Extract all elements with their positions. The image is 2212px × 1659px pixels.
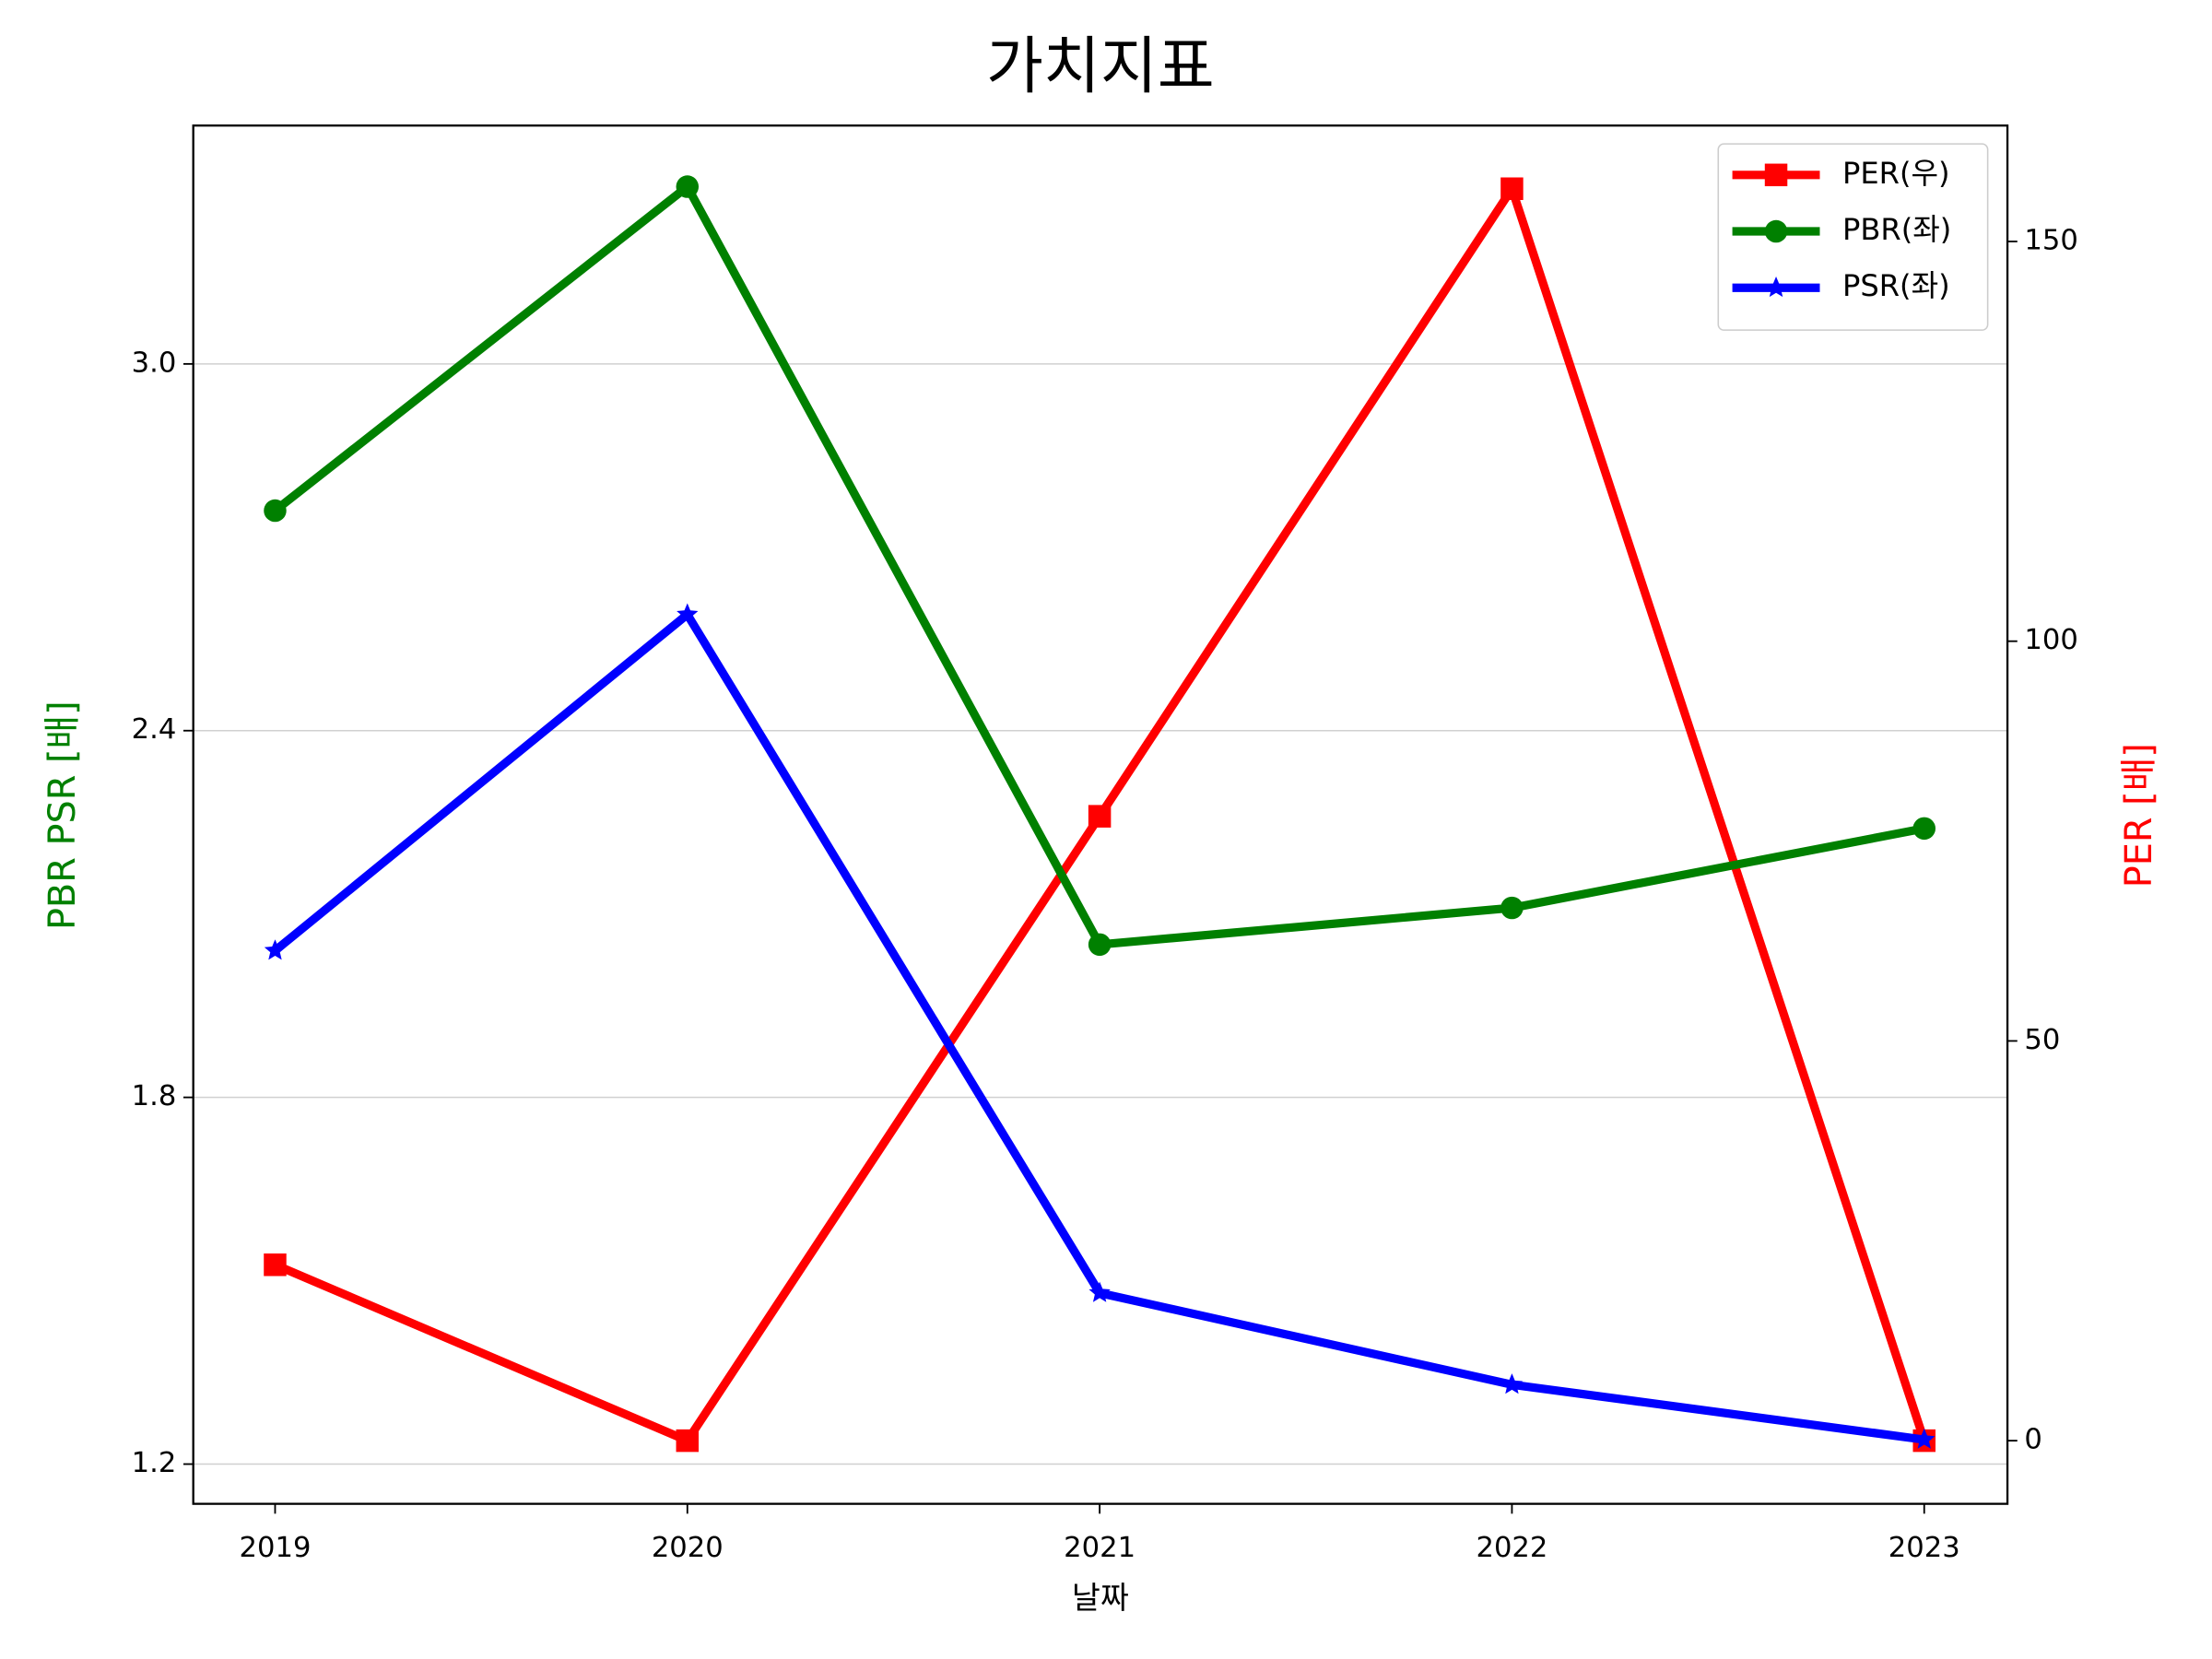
x-tick-label: 2022: [1476, 1532, 1547, 1564]
legend-label: PBR(좌): [1842, 212, 1951, 247]
marker: [1500, 896, 1524, 920]
y-tick-label: 1.8: [132, 1080, 177, 1112]
y2-tick-label: 0: [2024, 1424, 2041, 1456]
legend-label: PER(우): [1842, 156, 1950, 191]
x-tick-label: 2020: [652, 1532, 724, 1564]
marker: [264, 499, 287, 523]
marker: [1088, 805, 1112, 828]
marker: [1088, 933, 1112, 957]
marker: [264, 939, 287, 960]
x-tick-label: 2021: [1064, 1532, 1135, 1564]
chart-title: 가치지표: [986, 29, 1215, 102]
marker: [1088, 1281, 1111, 1302]
y-tick-label: 3.0: [132, 347, 177, 379]
y-tick-label: 2.4: [132, 713, 177, 746]
marker: [1765, 276, 1787, 298]
marker: [1913, 1428, 1936, 1449]
y2-axis-label: PER [배]: [2118, 743, 2160, 888]
y2-tick-label: 100: [2024, 624, 2077, 656]
marker: [677, 603, 699, 624]
marker: [676, 175, 700, 198]
marker: [1912, 817, 1936, 841]
y-axis-label: PBR PSR [배]: [41, 700, 84, 930]
marker: [264, 1253, 287, 1277]
marker: [1500, 1373, 1524, 1394]
legend-label: PSR(좌): [1842, 268, 1950, 303]
marker: [1500, 177, 1524, 200]
plot-frame: [192, 124, 2009, 1505]
x-axis-label: 날짜: [1072, 1580, 1129, 1616]
y2-tick-label: 150: [2024, 224, 2077, 256]
marker: [676, 1429, 700, 1453]
x-tick-label: 2019: [240, 1532, 312, 1564]
marker: [1764, 219, 1788, 243]
y2-tick-label: 50: [2024, 1024, 2060, 1056]
x-tick-label: 2023: [1888, 1532, 1960, 1564]
y-tick-label: 1.2: [132, 1447, 177, 1479]
marker: [1764, 163, 1788, 187]
